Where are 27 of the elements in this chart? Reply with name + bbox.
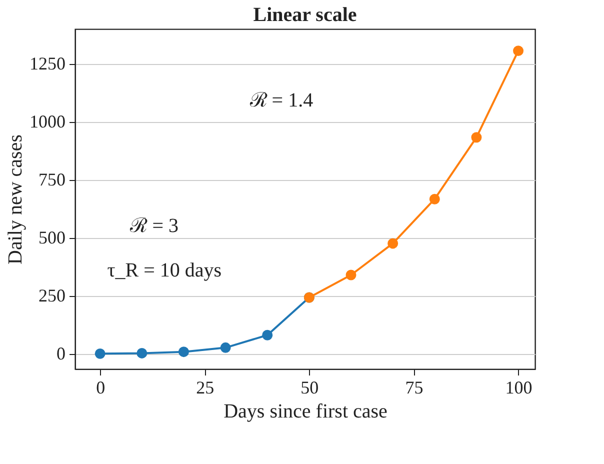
y-tick-label: 1000 (30, 111, 66, 132)
x-tick-label: 100 (505, 378, 532, 398)
y-tick-label: 1250 (30, 53, 66, 74)
point (178, 346, 189, 358)
x-tick-label: 75 (405, 378, 424, 398)
point (388, 238, 398, 249)
x-tick-label: 25 (196, 378, 214, 398)
point (220, 342, 231, 353)
chart-title: Linear scale (253, 4, 357, 26)
x-axis-title: Days since first case (224, 400, 388, 422)
y-tick-label: 250 (38, 285, 66, 306)
y-tick-label: 0 (56, 343, 66, 364)
annotation: ℛ = 3 (129, 215, 178, 238)
y-tick-label: 750 (38, 169, 66, 190)
point (346, 270, 356, 280)
annotation: τ_R = 10 days (107, 259, 222, 282)
point (429, 194, 440, 204)
point (471, 132, 482, 143)
point (513, 46, 524, 56)
point (94, 348, 106, 359)
x-tick-label: 50 (300, 378, 319, 398)
y-axis-title: Daily new cases (4, 134, 26, 264)
point (136, 348, 148, 358)
annotation: ℛ = 1.4 (248, 89, 314, 112)
y-tick-label: 500 (38, 227, 66, 248)
point (262, 330, 273, 340)
x-tick-label: 0 (96, 378, 106, 398)
